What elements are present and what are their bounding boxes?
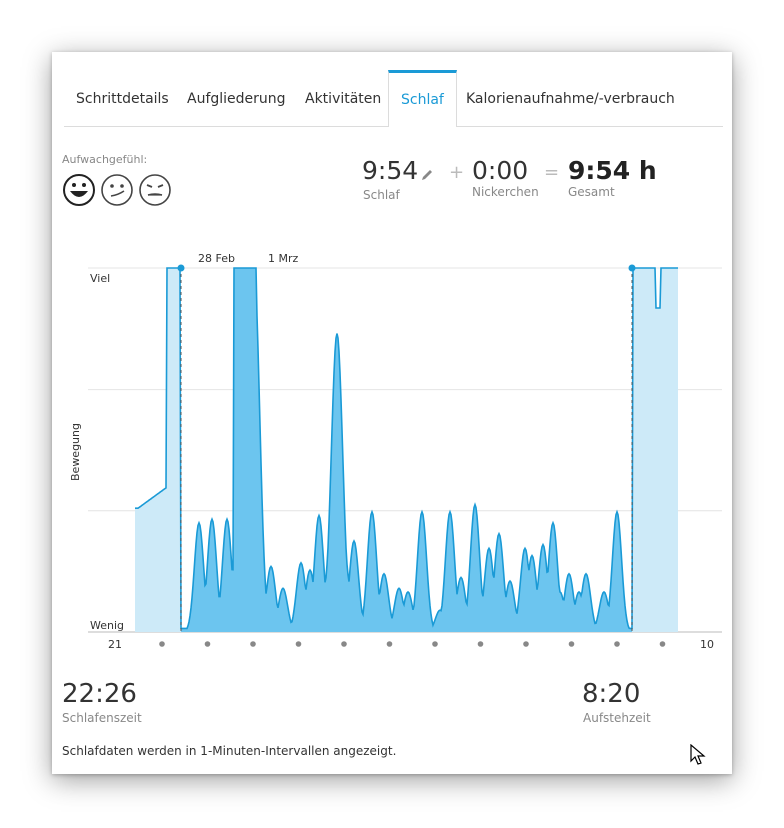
y-axis-label: Bewegung xyxy=(69,423,82,481)
x-axis-tick-dot xyxy=(386,641,393,647)
tab-kalorien[interactable]: Kalorienaufnahme/-verbrauch xyxy=(466,91,675,107)
sleep-duration-label: Schlaf xyxy=(363,188,400,202)
happy-face-icon[interactable] xyxy=(62,173,96,207)
x-axis-tick-dot xyxy=(568,641,575,647)
y-tick-viel: Viel xyxy=(90,272,110,285)
x-axis-tick-dot xyxy=(295,641,302,647)
plus-sign: + xyxy=(449,162,465,183)
y-tick-wenig: Wenig xyxy=(90,619,124,632)
x-axis-tick-dot xyxy=(204,641,211,647)
equals-sign: = xyxy=(544,162,560,183)
x-tick-21: 21 xyxy=(108,638,122,651)
nap-duration-value: 0:00 xyxy=(472,156,529,185)
mouse-cursor-icon xyxy=(690,743,706,770)
pre-sleep-area xyxy=(135,268,181,632)
pencil-icon[interactable] xyxy=(420,167,434,186)
tab-schrittdetails[interactable]: Schrittdetails xyxy=(76,91,169,107)
tab-aktivitaeten[interactable]: Aktivitäten xyxy=(305,91,382,107)
sleep-movement-area xyxy=(181,268,632,632)
movement-line xyxy=(135,267,678,630)
tab-bar: Schrittdetails Aufgliederung Aktivitäten… xyxy=(64,70,723,127)
neutral-face-icon[interactable] xyxy=(100,173,134,207)
total-duration-value: 9:54 h xyxy=(568,156,657,185)
x-axis-tick-dot xyxy=(523,641,529,647)
x-axis-tick-dot xyxy=(477,641,484,647)
interval-footnote: Schlafdaten werden in 1-Minuten-Interval… xyxy=(62,744,397,758)
sleep-movement-chart: Viel Wenig Bewegung 28 Feb 1 Mrz 21 10 xyxy=(69,252,722,651)
x-axis-tick-dot xyxy=(159,641,165,647)
sleep-duration-value: 9:54 xyxy=(362,156,419,185)
nap-duration-label: Nickerchen xyxy=(472,185,539,199)
x-tick-10: 10 xyxy=(700,638,714,651)
post-sleep-area xyxy=(632,268,678,632)
wake-handle[interactable] xyxy=(628,264,636,272)
tired-face-icon[interactable] xyxy=(138,173,172,207)
x-axis-tick-dot xyxy=(614,641,620,647)
sleep-panel: Schrittdetails Aufgliederung Aktivitäten… xyxy=(52,52,732,774)
sleep-start-handle[interactable] xyxy=(177,264,185,272)
wake-time-label: Aufstehzeit xyxy=(583,711,651,725)
tab-aufgliederung[interactable]: Aufgliederung xyxy=(187,91,286,107)
bedtime-label: Schlafenszeit xyxy=(62,711,142,725)
tab-schlaf[interactable]: Schlaf xyxy=(388,70,457,127)
x-axis-tick-dot xyxy=(432,641,438,647)
bedtime-value: 22:26 xyxy=(62,679,137,709)
date-label-1-mrz: 1 Mrz xyxy=(268,252,299,265)
x-axis-tick-dot xyxy=(250,641,256,647)
wake-time-value: 8:20 xyxy=(582,679,641,709)
x-axis-tick-dot xyxy=(341,641,347,647)
mood-label: Aufwachgefühl: xyxy=(62,153,148,166)
date-label-28-feb: 28 Feb xyxy=(198,252,235,265)
total-duration-label: Gesamt xyxy=(568,185,615,199)
x-axis-tick-dot xyxy=(659,641,666,647)
